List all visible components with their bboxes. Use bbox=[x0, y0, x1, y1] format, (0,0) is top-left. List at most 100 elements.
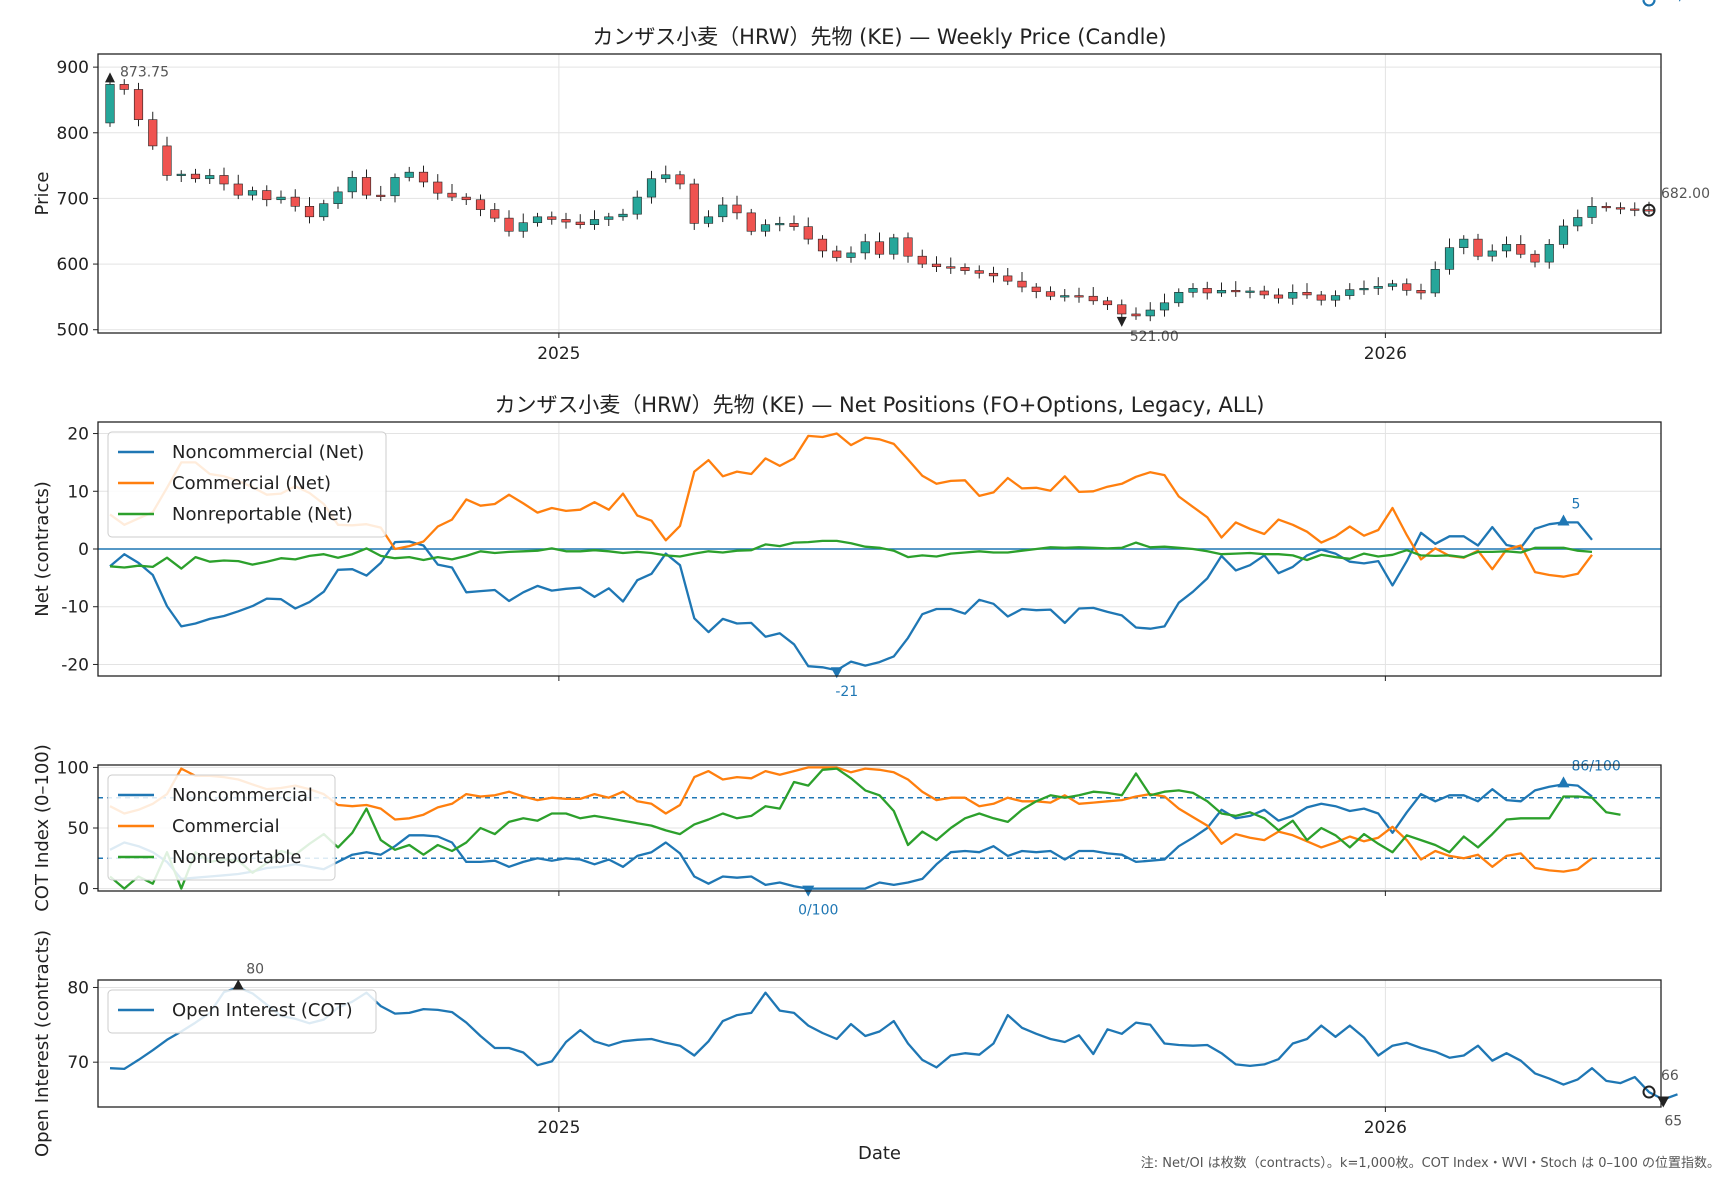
candle-body bbox=[1045, 291, 1056, 297]
y-axis-label: Price bbox=[32, 172, 53, 216]
candle-body bbox=[1316, 294, 1326, 301]
plot-frame bbox=[97, 53, 1662, 334]
legend-label: Noncommercial bbox=[172, 785, 313, 806]
max-label: 873.75 bbox=[120, 64, 169, 80]
y-axis-label: Net (contracts) bbox=[32, 481, 53, 617]
last-label: 2 bbox=[1661, 0, 1670, 4]
candle-body bbox=[504, 217, 514, 232]
candle-body bbox=[775, 223, 785, 226]
min-marker bbox=[830, 667, 843, 679]
candle-body bbox=[1202, 288, 1212, 294]
max-marker bbox=[1557, 514, 1570, 526]
candle-body bbox=[1644, 209, 1654, 212]
candle-body bbox=[803, 226, 813, 240]
candle-body bbox=[133, 89, 144, 120]
candle-body bbox=[1060, 295, 1070, 298]
last-label: 76/100 bbox=[1661, 0, 1710, 4]
candle-body bbox=[1302, 291, 1312, 296]
candle-body bbox=[1359, 288, 1369, 291]
max-label: 5 bbox=[1572, 496, 1581, 512]
candle-body bbox=[1131, 313, 1141, 317]
candle-body bbox=[205, 175, 215, 180]
candle-body bbox=[1387, 283, 1398, 287]
series-line bbox=[109, 539, 1593, 570]
candle-body bbox=[390, 177, 400, 197]
candle-body bbox=[319, 203, 329, 218]
min-label: -21 bbox=[835, 684, 858, 700]
candle-body bbox=[1473, 238, 1483, 257]
candle-body bbox=[846, 252, 856, 258]
candle-body bbox=[475, 199, 486, 210]
candle-body bbox=[1444, 247, 1455, 270]
candle-body bbox=[447, 192, 457, 198]
candle-body bbox=[960, 267, 970, 271]
candle-body bbox=[632, 196, 642, 215]
candle-body bbox=[988, 272, 999, 277]
y-tick-label: 10 bbox=[67, 482, 89, 502]
chart-panel-2: カンザス小麦（HRW）先物 (KE) — Net Positions (FO+O… bbox=[32, 0, 1670, 700]
candle-body bbox=[304, 206, 315, 218]
last-label: 682.00 bbox=[1661, 186, 1710, 202]
candle-body bbox=[860, 241, 870, 254]
candle-body bbox=[518, 222, 528, 232]
max-marker bbox=[1557, 776, 1570, 788]
legend-box bbox=[107, 431, 387, 538]
candle-body bbox=[1544, 244, 1554, 263]
candle-body bbox=[1501, 244, 1512, 252]
candle-body bbox=[604, 216, 614, 220]
legend-label: Open Interest (COT) bbox=[172, 1000, 353, 1021]
candle-body bbox=[1188, 288, 1198, 293]
footer-note: 注: Net/OI は枚数（contracts）。k=1,000枚。COT In… bbox=[1140, 1156, 1720, 1171]
candle-body bbox=[1117, 304, 1127, 315]
max-marker bbox=[232, 979, 245, 991]
max-label: 80 bbox=[246, 961, 264, 977]
chart-panel-4: 70 80 2025 2026 Open Interest (contracts) Dat… bbox=[32, 930, 1682, 1164]
candle-body bbox=[1259, 290, 1269, 296]
y-axis-label: COT Index (0–100) bbox=[32, 744, 53, 912]
candle-body bbox=[1088, 295, 1098, 302]
candle-body bbox=[233, 183, 243, 196]
max-label: 86/100 bbox=[1572, 758, 1621, 774]
candle-body bbox=[1630, 208, 1640, 211]
candle-body bbox=[718, 204, 728, 218]
y-tick-label: 800 bbox=[57, 124, 89, 144]
y-tick-label: 0 bbox=[78, 540, 89, 560]
candle-body bbox=[1216, 290, 1227, 294]
candle-body bbox=[817, 238, 828, 252]
candle-body bbox=[732, 204, 742, 214]
candle-body bbox=[162, 145, 172, 176]
candle-body bbox=[333, 191, 343, 204]
candle-body bbox=[190, 173, 201, 180]
last-marker bbox=[1642, 203, 1656, 217]
candle-body bbox=[276, 196, 286, 201]
candle-body bbox=[1145, 309, 1155, 317]
candle-body bbox=[760, 224, 771, 232]
series-line bbox=[109, 766, 1593, 873]
candle-body bbox=[1102, 300, 1113, 306]
candle-body bbox=[347, 177, 357, 193]
candle-body bbox=[1288, 291, 1298, 299]
plot-frame bbox=[97, 979, 1662, 1108]
candle-body bbox=[1245, 290, 1255, 293]
y-tick-label: 900 bbox=[57, 58, 89, 78]
candle-body bbox=[376, 194, 386, 197]
candle-body bbox=[532, 216, 543, 224]
y-tick-label: 0 bbox=[78, 880, 89, 900]
candle-body bbox=[746, 212, 756, 232]
legend-box bbox=[107, 989, 377, 1034]
candle-body bbox=[1587, 206, 1597, 218]
candle-body bbox=[490, 209, 500, 219]
candle-body bbox=[461, 196, 471, 201]
candle-body bbox=[547, 216, 557, 220]
candle-body bbox=[262, 190, 272, 201]
series-line bbox=[109, 521, 1593, 672]
legend-label: Noncommercial (Net) bbox=[172, 442, 364, 463]
candle-body bbox=[1174, 291, 1184, 304]
legend-label: Commercial (Net) bbox=[172, 473, 331, 494]
candle-body bbox=[404, 171, 414, 178]
candle-body bbox=[889, 237, 899, 255]
min-label: 0/100 bbox=[798, 903, 838, 919]
y-tick-label: 600 bbox=[57, 255, 89, 275]
y-tick-label: 700 bbox=[57, 189, 89, 209]
